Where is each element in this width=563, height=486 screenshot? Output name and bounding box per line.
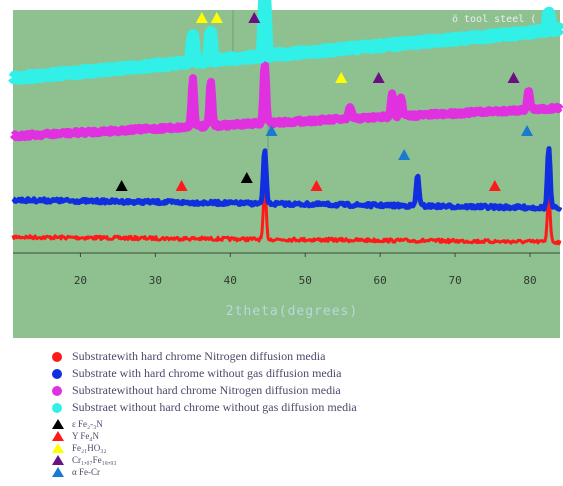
marker-legend-label: ε Fe₂-₃N xyxy=(72,419,103,429)
peak-marker-purple xyxy=(507,72,520,83)
peak-marker-blue xyxy=(521,125,534,136)
legend-dot xyxy=(52,385,62,396)
marker-legend-label: Fe₂₁HO₃₂ xyxy=(72,443,107,453)
marker-legend-label: Cr₁,₀₇Fe₁₈,₉₃ xyxy=(72,455,117,465)
series-line-3 xyxy=(9,61,563,142)
marker-legend-entry: Cr₁,₀₇Fe₁₈,₉₃ xyxy=(52,454,532,466)
legend-label: Substraet without hard chrome without ga… xyxy=(72,400,357,414)
x-axis-title: 2theta(degrees) xyxy=(226,304,358,319)
series-layer xyxy=(8,0,563,246)
marker-legend-entry: Fe₂₁HO₃₂ xyxy=(52,442,532,454)
x-tick-label: 70 xyxy=(448,274,461,287)
peak-marker-yellow xyxy=(210,12,223,23)
peak-markers xyxy=(115,12,534,191)
peak-marker-yellow xyxy=(335,72,348,83)
legend-entry: Substratewithout hard chrome Nitrogen di… xyxy=(52,382,532,399)
triangle-icon xyxy=(52,431,64,441)
legend-label: Substratewith hard chrome Nitrogen diffu… xyxy=(72,349,326,363)
series-legend: Substratewith hard chrome Nitrogen diffu… xyxy=(52,348,532,416)
peak-marker-black xyxy=(115,180,128,191)
series-line-1 xyxy=(11,185,562,246)
series-line-4 xyxy=(8,0,563,85)
peak-marker-red xyxy=(175,180,188,191)
triangle-icon xyxy=(52,455,64,465)
legend-entry: Substrate with hard chrome without gas d… xyxy=(52,365,532,382)
marker-legend-entry: α Fe-Cr xyxy=(52,466,532,478)
peak-marker-black xyxy=(240,172,253,183)
marker-legend-entry: ε Fe₂-₃N xyxy=(52,418,532,430)
series-line-2 xyxy=(11,146,563,212)
peak-marker-red xyxy=(310,180,323,191)
marker-legend-entry: Υ Fe₄N xyxy=(52,430,532,442)
peak-marker-purple xyxy=(372,72,385,83)
x-tick-label: 30 xyxy=(149,274,162,287)
marker-legend-label: α Fe-Cr xyxy=(72,467,100,477)
x-tick-labels: 20 30 40 50 60 70 80 xyxy=(74,253,537,287)
legend-dot xyxy=(52,351,62,362)
peak-marker-red xyxy=(488,180,501,191)
marker-legend: ε Fe₂-₃N Υ Fe₄N Fe₂₁HO₃₂ Cr₁,₀₇Fe₁₈,₉₃ α Fe-… xyxy=(52,418,532,478)
x-tick-label: 50 xyxy=(299,274,312,287)
corner-label: ö tool steel ( xyxy=(452,14,536,25)
legend-dot xyxy=(52,402,62,413)
peak-marker-purple xyxy=(248,12,261,23)
triangle-icon xyxy=(52,419,64,429)
triangle-icon xyxy=(52,443,64,453)
legend-entry: Substratewith hard chrome Nitrogen diffu… xyxy=(52,348,532,365)
marker-legend-label: Υ Fe₄N xyxy=(72,431,100,441)
peak-marker-blue xyxy=(398,149,411,160)
x-tick-label: 80 xyxy=(523,274,536,287)
legend: Substratewith hard chrome Nitrogen diffu… xyxy=(52,348,532,478)
legend-dot xyxy=(52,368,62,379)
x-tick-label: 40 xyxy=(224,274,237,287)
x-tick-label: 60 xyxy=(374,274,387,287)
legend-entry: Substraet without hard chrome without ga… xyxy=(52,399,532,416)
legend-label: Substrate with hard chrome without gas d… xyxy=(72,366,342,380)
xrd-chart: 20 30 40 50 60 70 80 2theta(degrees) ö tool st… xyxy=(8,0,563,338)
x-tick-label: 20 xyxy=(74,274,87,287)
peak-marker-yellow xyxy=(195,12,208,23)
triangle-icon xyxy=(52,467,64,477)
legend-label: Substratewithout hard chrome Nitrogen di… xyxy=(72,383,341,397)
peak-marker-blue xyxy=(265,125,278,136)
